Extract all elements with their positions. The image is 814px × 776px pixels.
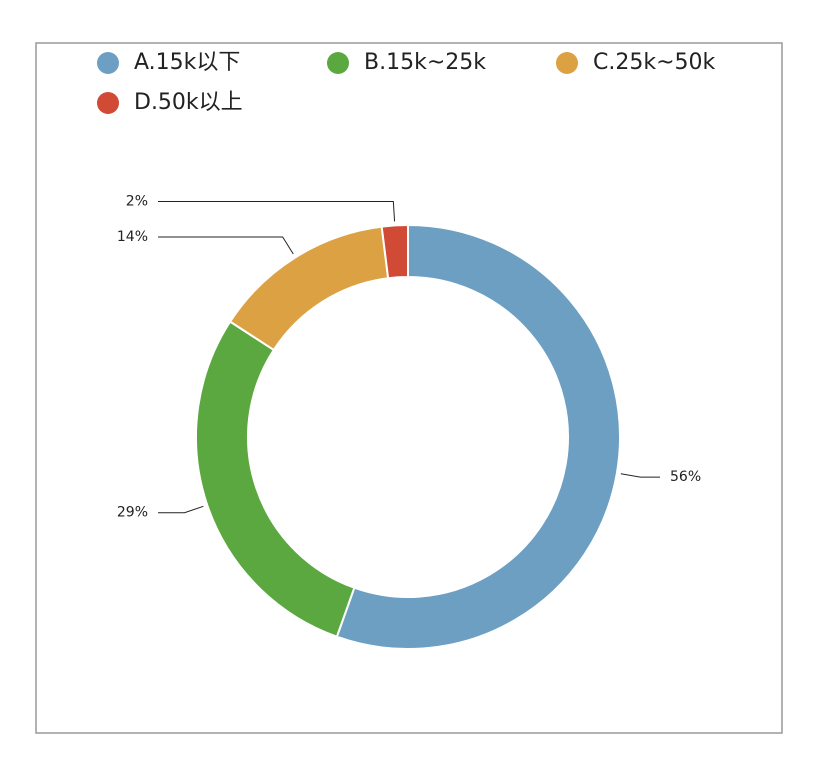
data-label: 2% bbox=[126, 193, 148, 209]
leader-line bbox=[158, 505, 204, 514]
leader-line bbox=[158, 200, 396, 222]
data-label: 56% bbox=[670, 469, 701, 485]
legend-label: B.15k~25k bbox=[364, 50, 486, 75]
legend-label: D.50k以上 bbox=[134, 90, 243, 115]
legend-marker bbox=[97, 92, 119, 114]
legend-marker bbox=[556, 52, 578, 74]
legend-marker bbox=[97, 52, 119, 74]
donut-segment bbox=[380, 223, 409, 280]
data-label: 29% bbox=[117, 505, 148, 521]
data-label: 14% bbox=[117, 229, 148, 245]
legend-label: C.25k~50k bbox=[593, 50, 716, 75]
leader-line bbox=[158, 236, 294, 255]
legend-marker bbox=[327, 52, 349, 74]
leader-line bbox=[620, 473, 660, 478]
donut-segment bbox=[335, 223, 621, 650]
legend-label: A.15k以下 bbox=[134, 50, 240, 75]
